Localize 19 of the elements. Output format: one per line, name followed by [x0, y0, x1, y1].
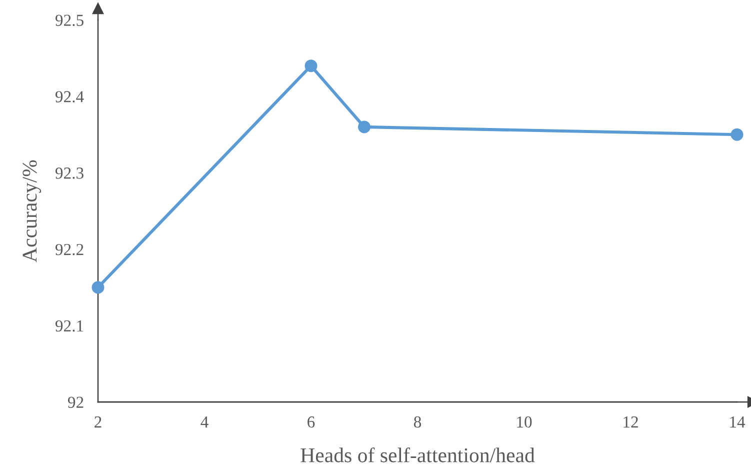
y-tick-label: 92.4	[55, 91, 84, 102]
y-tick-label: 92.1	[55, 320, 84, 332]
x-tick-label: 14	[730, 416, 746, 428]
y-tick-label: 92.3	[55, 168, 84, 179]
x-tick-label: 4	[200, 416, 208, 428]
point	[92, 281, 104, 294]
point	[358, 120, 370, 134]
y-tick-label: 92	[68, 396, 84, 408]
y-tick-label: 92.2	[55, 244, 84, 256]
point	[304, 60, 318, 72]
y-tick-label: 92.5	[55, 14, 84, 26]
x-tick-label: 10	[517, 416, 532, 428]
x-tick-label: 6	[308, 416, 315, 428]
x-tick-label: 8	[414, 416, 422, 428]
x-axis-title: Heads of self-attention/head	[300, 447, 535, 462]
x-tick-label: 12	[624, 416, 638, 428]
y-axis-title: Accuracy/%	[22, 160, 42, 262]
x-tick-label: 2	[94, 416, 102, 428]
point	[730, 128, 744, 141]
